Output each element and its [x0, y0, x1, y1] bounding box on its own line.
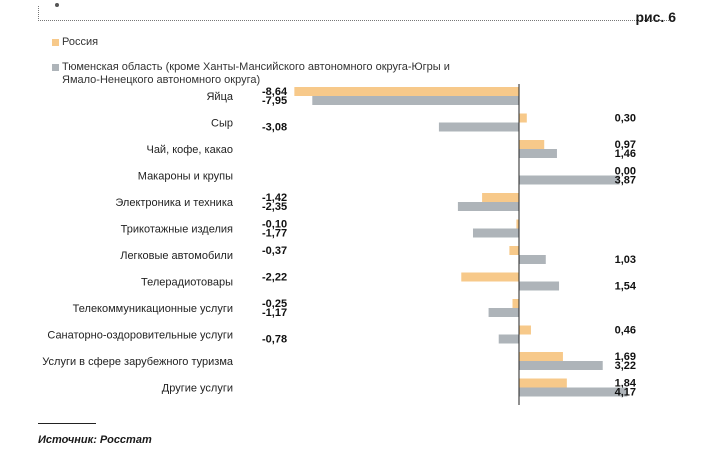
legend-swatch-tyumen	[52, 64, 59, 71]
legend-label-russia: Россия	[62, 36, 99, 48]
bar-tyumen	[312, 96, 519, 105]
category-label: Телерадиотовары	[141, 277, 233, 289]
data-label-tyumen: -1,77	[262, 228, 287, 240]
category-label: Электроника и техника	[115, 197, 233, 209]
bar-russia	[516, 219, 519, 229]
data-label-russia: 1,69	[615, 351, 636, 363]
bar-russia	[512, 299, 519, 308]
category-label: Телекоммуникационные услуги	[73, 303, 233, 315]
data-label-russia: -0,37	[262, 245, 287, 257]
data-label-tyumen: -3,08	[262, 122, 287, 134]
source-divider	[38, 423, 96, 424]
category-label: Трикотажные изделия	[121, 224, 233, 236]
bar-tyumen	[498, 334, 519, 344]
frame-marker-dot	[55, 3, 59, 7]
top-dotted-frame	[38, 6, 671, 21]
data-label-tyumen: 3,22	[615, 360, 636, 372]
data-label-russia: -0,10	[262, 219, 287, 231]
data-label-tyumen: -7,95	[262, 95, 287, 107]
bar-tyumen	[472, 228, 519, 238]
bar-tyumen	[519, 361, 603, 370]
legend-swatch-russia	[52, 39, 59, 46]
data-label-russia: 0,46	[615, 325, 636, 337]
legend-label-tyumen: Тюменская область (кроме Ханты-Мансийско…	[62, 61, 450, 86]
category-label: Чай, кофе, какао	[146, 144, 233, 156]
category-label: Яйца	[206, 91, 233, 103]
data-label-russia: -8,64	[262, 86, 288, 98]
data-label-russia: 0,30	[615, 113, 636, 125]
bar-tyumen	[519, 255, 546, 264]
data-label-tyumen: 3,87	[615, 175, 636, 187]
bar-tyumen	[519, 175, 620, 185]
bar-tyumen	[488, 308, 519, 317]
bar-tyumen	[519, 281, 560, 291]
bar-tyumen	[438, 122, 519, 132]
data-label-tyumen: -2,35	[262, 201, 287, 213]
data-label-tyumen: -1,17	[262, 307, 287, 319]
category-label: Макароны и крупы	[138, 171, 233, 183]
bar-russia	[519, 378, 567, 388]
data-label-tyumen: -0,78	[262, 334, 287, 346]
bar-tyumen	[519, 149, 557, 158]
bar-tyumen	[519, 387, 628, 397]
bar-russia	[461, 272, 519, 282]
bar-russia	[509, 246, 519, 255]
bar-russia	[519, 325, 531, 335]
data-label-tyumen: 1,03	[615, 254, 636, 266]
category-label: Другие услуги	[162, 383, 233, 395]
figure-label: рис. 6	[635, 9, 676, 25]
bar-russia	[519, 113, 527, 123]
category-label: Сыр	[211, 118, 233, 130]
source-note: Источник: Росстат	[38, 434, 152, 446]
bar-russia	[519, 352, 563, 361]
category-label: Легковые автомобили	[120, 250, 233, 262]
bar-russia	[294, 87, 519, 96]
data-label-tyumen: 4,17	[615, 387, 636, 399]
data-label-russia: -1,42	[262, 192, 287, 204]
category-label: Услуги в сфере зарубежного туризма	[42, 356, 234, 368]
data-label-russia: -0,25	[262, 298, 287, 310]
data-label-russia: 1,84	[615, 378, 637, 390]
data-label-russia: 0,00	[615, 166, 636, 178]
data-label-tyumen: 1,46	[615, 148, 636, 160]
bar-tyumen	[457, 202, 519, 211]
data-label-tyumen: 1,54	[615, 281, 637, 293]
data-label-russia: 0,97	[615, 139, 636, 151]
data-label-russia: -2,22	[262, 272, 287, 284]
bar-russia	[482, 193, 519, 202]
bar-russia	[519, 140, 545, 149]
category-label: Санаторно-оздоровительные услуги	[47, 330, 233, 342]
